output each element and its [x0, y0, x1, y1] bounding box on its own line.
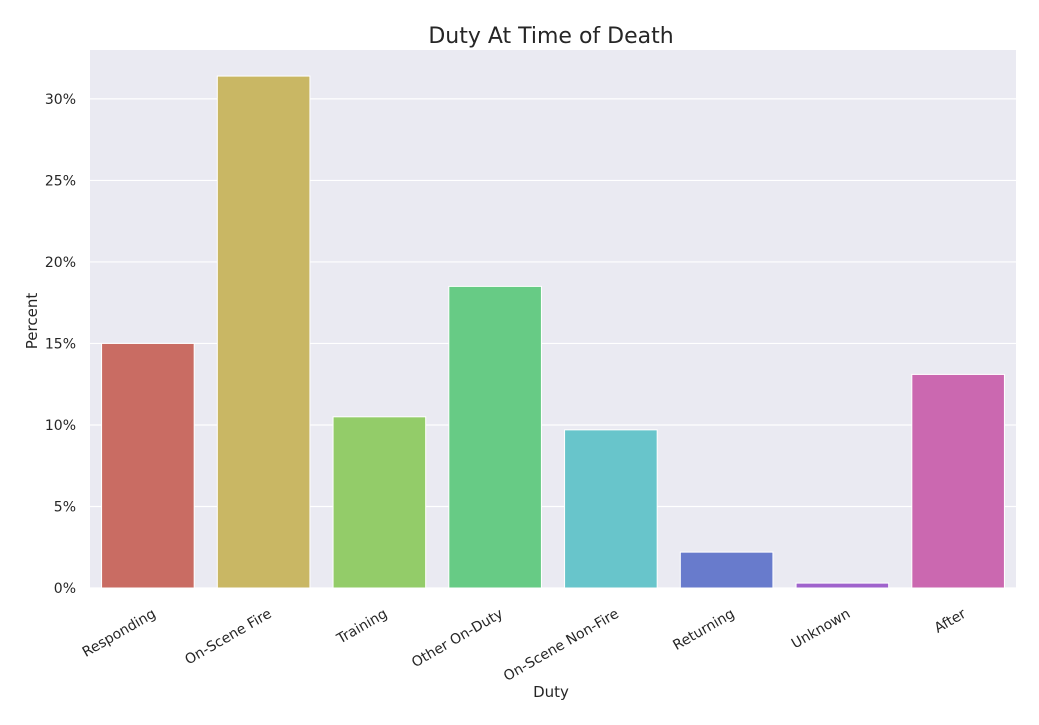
bar-after — [911, 373, 1005, 589]
bar-returning — [679, 551, 774, 589]
x-tick-label: After — [932, 606, 969, 637]
x-tick-label: On-Scene Non-Fire — [501, 606, 622, 685]
bar-other-on-duty — [448, 285, 542, 589]
bar-training — [332, 416, 427, 589]
x-tick-label: Other On-Duty — [409, 606, 506, 671]
y-tick-label: 0% — [54, 581, 76, 597]
y-tick-label: 15% — [45, 336, 76, 352]
x-tick-label: Responding — [80, 606, 159, 661]
chart-title: Duty At Time of Death — [428, 24, 673, 49]
y-tick-label: 30% — [45, 92, 76, 108]
bar-on-scene-non-fire — [564, 429, 658, 589]
y-tick-label: 25% — [45, 173, 76, 189]
bar-responding — [101, 342, 195, 589]
bar-on-scene-fire — [216, 75, 311, 589]
y-axis-label: Percent — [23, 293, 41, 350]
y-tick-labels: 0% 5% 10% 15% 20% 25% 30% — [45, 92, 76, 597]
x-tick-label: Returning — [670, 606, 737, 654]
x-tick-label: Training — [333, 606, 390, 648]
x-tick-labels: Responding On-Scene Fire Training Other On-… — [80, 606, 969, 685]
bars — [101, 75, 1005, 589]
y-tick-label: 5% — [54, 499, 76, 515]
bar-unknown — [795, 582, 890, 589]
y-tick-label: 20% — [45, 255, 76, 271]
y-tick-label: 10% — [45, 418, 76, 434]
x-tick-label: Unknown — [789, 606, 853, 652]
x-axis-label: Duty — [533, 683, 569, 701]
x-tick-label: On-Scene Fire — [182, 606, 274, 668]
